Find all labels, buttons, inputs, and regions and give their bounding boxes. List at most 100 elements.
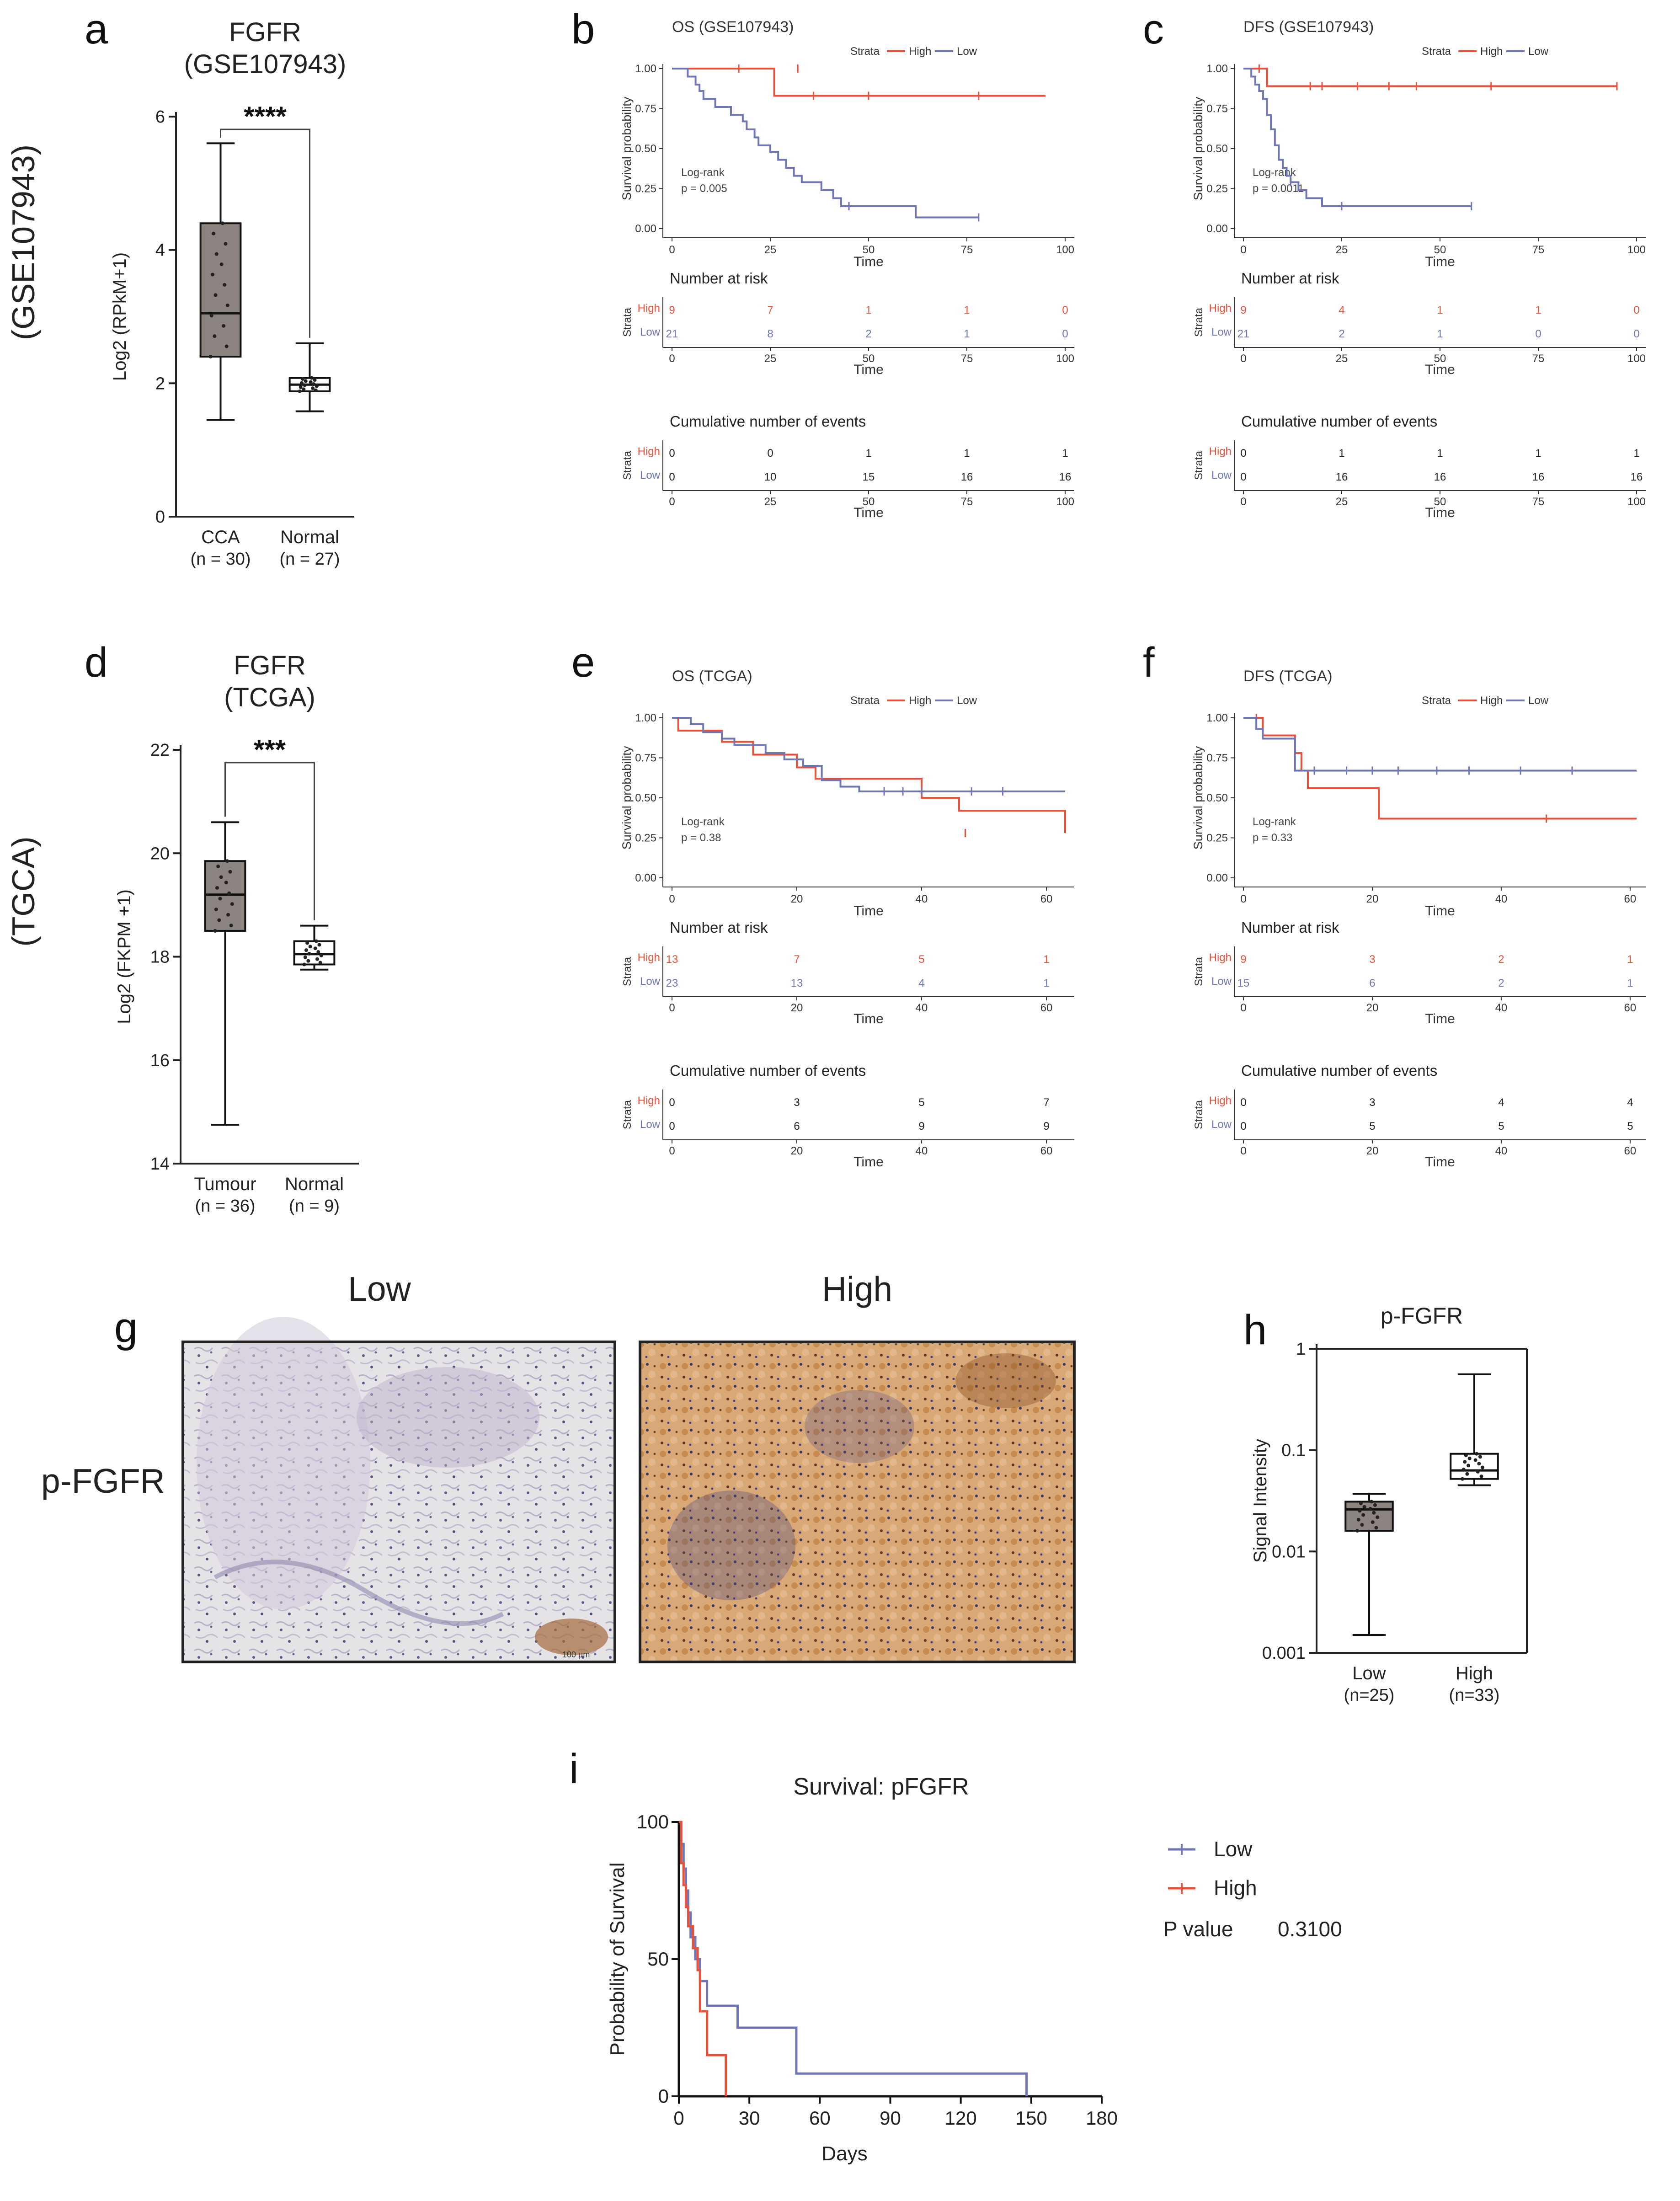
data-point (208, 355, 213, 358)
scale-bar-low: 100 µm (562, 1650, 590, 1659)
panel-label-b: b (571, 6, 595, 53)
km-curve-low (1243, 68, 1472, 207)
data-point (1473, 1458, 1477, 1462)
events-cell-high: 1 (1437, 447, 1443, 459)
risk-cell-high: 1 (865, 304, 871, 316)
risk-row-high: High (1209, 951, 1232, 964)
risk-cell-low: 0 (1535, 328, 1541, 340)
events-row-high: High (1209, 1095, 1232, 1107)
data-point (1374, 1526, 1378, 1530)
pvalue-label: p = 0.0011 (1253, 182, 1304, 195)
boxplot-d: FGFR (TCGA) 14 16 18 20 22 Log2 (FKPM +1) Tumour… (114, 651, 359, 1216)
data-point (1356, 1517, 1360, 1522)
km-curve-low (672, 717, 1065, 792)
y-tick-label: 4 (155, 241, 165, 260)
box-group-tumour: Tumour (n = 36) (194, 821, 256, 1216)
events-strata-label: Strata (621, 1100, 634, 1129)
risk-cell-high: 9 (1240, 953, 1246, 966)
legend-low-label: Low (957, 694, 977, 707)
risk-cell-high: 1 (1437, 304, 1443, 316)
events-x-tick-label: 100 (1627, 496, 1646, 508)
significance-bracket (220, 128, 310, 338)
events-x-tick-label: 20 (1366, 1145, 1379, 1157)
events-title: Cumulative number of events (670, 1062, 866, 1079)
risk-row-low: Low (640, 975, 661, 988)
events-row-low: Low (640, 1118, 661, 1131)
y-tick-label: 100 (637, 1811, 669, 1832)
km-curve-high (679, 1821, 727, 2096)
km-y-tick-label: 1.00 (635, 63, 656, 75)
logrank-label: Log-rank (1253, 816, 1296, 828)
y-tick-label: 0 (155, 508, 165, 527)
data-point (1461, 1468, 1466, 1472)
logrank-label: Log-rank (681, 166, 725, 179)
km-y-tick-label: 0.25 (1206, 832, 1228, 844)
y-axis-label: Signal Intensity (1250, 1439, 1270, 1563)
risk-x-axis-label: Time (853, 362, 884, 377)
km-y-tick-label: 0.75 (1206, 103, 1228, 115)
events-title: Cumulative number of events (1241, 1062, 1437, 1079)
events-cell-high: 1 (1062, 447, 1068, 459)
km-x-tick-label: 40 (916, 893, 928, 905)
km-y-tick-label: 0.25 (1206, 183, 1228, 195)
data-point (1463, 1460, 1467, 1464)
data-point (309, 380, 313, 384)
histology-title-high: High (822, 1270, 892, 1308)
km-x-tick-label: 75 (1532, 244, 1545, 256)
y-axis-label: Log2 (RPkM+1) (110, 252, 130, 381)
events-cell-high: 3 (1369, 1096, 1375, 1109)
events-x-tick-label: 25 (764, 496, 777, 508)
panel-label-g: g (114, 1304, 138, 1351)
risk-cell-high: 1 (964, 304, 970, 316)
events-x-tick-label: 0 (1240, 1145, 1246, 1157)
row-label-gse107943: (GSE107943) (5, 144, 41, 340)
km-x-tick-label: 20 (791, 893, 803, 905)
data-point (219, 875, 223, 879)
events-cell-low: 9 (1043, 1120, 1049, 1133)
chart-title-line2: (TCGA) (224, 683, 315, 712)
y-tick-label: 0.001 (1262, 1644, 1306, 1663)
box-group-cca: CCA (n = 30) (190, 142, 251, 569)
km-y-tick-label: 0.25 (635, 183, 656, 195)
data-point (308, 945, 312, 949)
risk-x-tick-label: 0 (1240, 353, 1246, 365)
km-x-tick-label: 40 (1495, 893, 1508, 905)
events-cell-low: 16 (961, 471, 973, 483)
data-point (303, 955, 307, 959)
data-point (1371, 1520, 1375, 1524)
km-x-tick-label: 0 (1240, 244, 1246, 256)
km-curve-high (1243, 68, 1617, 87)
risk-cell-high: 2 (1498, 953, 1504, 966)
panel-label-d: d (85, 639, 108, 686)
events-cell-high: 5 (918, 1096, 924, 1109)
data-point (219, 262, 224, 267)
events-cell-low: 0 (669, 471, 675, 483)
data-point (213, 929, 217, 933)
risk-cell-low: 0 (1062, 328, 1068, 340)
km-y-tick-label: 0.00 (635, 223, 656, 235)
km-curve-low (679, 1821, 1028, 2096)
events-cell-low: 5 (1369, 1120, 1375, 1133)
events-cell-high: 0 (1240, 1096, 1246, 1109)
events-row-low: Low (1211, 469, 1232, 481)
x-tick-label: 90 (880, 2107, 901, 2129)
events-row-high: High (1209, 445, 1232, 458)
events-cell-high: 1 (865, 447, 871, 459)
events-x-tick-label: 25 (1336, 496, 1348, 508)
x-category-label: High (1456, 1663, 1493, 1683)
data-point (302, 387, 306, 391)
km-y-tick-label: 0.00 (1206, 223, 1228, 235)
data-point (313, 378, 317, 382)
events-cell-low: 0 (669, 1120, 675, 1133)
km-y-tick-label: 0.75 (635, 752, 656, 764)
risk-x-tick-label: 20 (791, 1002, 803, 1014)
events-cell-low: 6 (794, 1120, 800, 1133)
pvalue-value: 0.3100 (1278, 1917, 1342, 1941)
pvalue-label: P value (1163, 1917, 1233, 1941)
km-x-tick-label: 50 (863, 244, 875, 256)
km-x-tick-label: 50 (1434, 244, 1446, 256)
km-x-tick-label: 25 (1336, 244, 1348, 256)
y-tick-label: 50 (647, 1948, 669, 1970)
risk-row-high: High (638, 951, 660, 964)
risk-cell-high: 9 (1240, 304, 1246, 316)
